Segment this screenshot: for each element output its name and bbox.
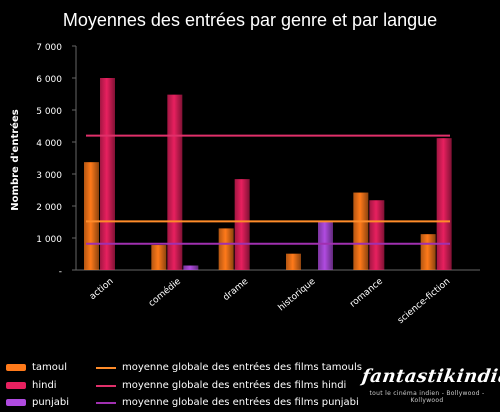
y-tick-label: 3 000	[36, 171, 62, 181]
logo-wordmark: fantastikindia	[360, 366, 500, 387]
legend-label-hindi: hindi	[32, 380, 57, 391]
y-tick-label: 5 000	[36, 107, 62, 117]
legend-swatch-tamoul	[6, 364, 26, 371]
x-tick-label: action	[88, 277, 116, 302]
x-tick-label: historique	[277, 276, 318, 313]
logo-tagline: tout le cinéma indien - Bollywood - Koll…	[369, 390, 485, 404]
x-tick-label: romance	[348, 276, 385, 309]
legend-label-tamoul: tamoul	[32, 362, 68, 373]
y-axis-label: Nombre d'entrées	[9, 109, 21, 210]
legend-label-ref-punjabi: moyenne globale des entrées des films pu…	[122, 397, 359, 408]
bar-tamoul-action	[84, 162, 99, 270]
legend-swatch-punjabi	[6, 399, 26, 406]
bar-tamoul-romance	[353, 192, 369, 270]
bar-punjabi-comédie	[183, 265, 199, 270]
legend-label-ref-tamoul: moyenne globale des entrées des films ta…	[122, 362, 362, 373]
legend-swatch-hindi	[6, 382, 26, 389]
bar-tamoul-comédie	[151, 245, 167, 270]
legend-line-hindi	[96, 384, 116, 387]
legend-line-tamoul	[96, 366, 116, 369]
legend-item-ref-tamoul: moyenne globale des entrées des films ta…	[96, 362, 362, 373]
y-tick-label: -	[59, 267, 62, 277]
bar-hindi-science-fiction	[436, 138, 452, 270]
y-tick-label: 2 000	[36, 203, 62, 213]
bar-punjabi-historique	[318, 222, 333, 270]
legend-item-punjabi: punjabi	[6, 397, 69, 408]
logo: fantastikindia tout le cinéma indien - B…	[360, 366, 500, 406]
y-tick-label: 7 000	[36, 43, 62, 53]
bar-hindi-romance	[369, 200, 385, 270]
bar-hindi-drame	[234, 179, 250, 270]
legend-item-hindi: hindi	[6, 380, 57, 391]
chart: Moyennes des entrées par genre et par la…	[9, 10, 480, 326]
legend-item-ref-hindi: moyenne globale des entrées des films hi…	[96, 380, 346, 391]
x-tick-label: comédie	[146, 276, 183, 309]
y-tick-label: 4 000	[36, 139, 62, 149]
legend-label-ref-hindi: moyenne globale des entrées des films hi…	[122, 380, 347, 391]
bar-tamoul-drame	[218, 228, 234, 270]
x-tick-label: drame	[221, 276, 250, 303]
bar-tamoul-historique	[286, 253, 301, 270]
bar-tamoul-science-fiction	[420, 234, 436, 270]
legend-label-punjabi: punjabi	[32, 397, 70, 408]
y-tick-label: 1 000	[36, 235, 62, 245]
bar-hindi-action	[100, 78, 115, 270]
legend-line-punjabi	[96, 401, 116, 404]
x-tick-label: science-fiction	[396, 277, 452, 326]
y-tick-label: 6 000	[36, 75, 62, 85]
bar-hindi-comédie	[167, 94, 183, 270]
chart-title: Moyennes des entrées par genre et par la…	[63, 10, 437, 30]
legend-item-tamoul: tamoul	[6, 362, 67, 373]
legend: tamoul hindi punjabi moyenne globale des…	[0, 360, 500, 412]
legend-item-ref-punjabi: moyenne globale des entrées des films pu…	[96, 397, 359, 408]
